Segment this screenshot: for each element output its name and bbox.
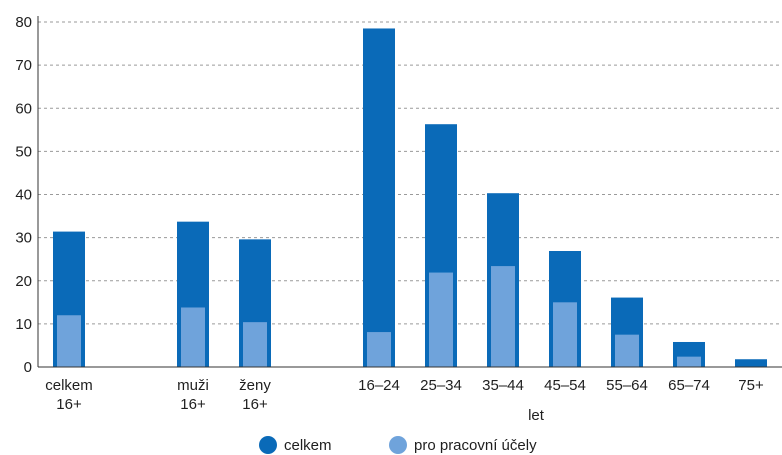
bar-celkem: [363, 28, 395, 367]
bar-pracovni-ucely: [677, 356, 701, 367]
bar-celkem: [735, 359, 767, 367]
bar-pracovni-ucely: [57, 315, 81, 367]
bar-pracovni-ucely: [367, 332, 391, 367]
y-tick-label: 40: [15, 187, 32, 204]
x-axis-ticks: celkem 16+ muži 16+ ženy 16+ 16–24 25–34 35–44 45…: [45, 377, 764, 413]
legend-swatch: [389, 436, 407, 454]
x-tick-label: muži: [177, 377, 209, 394]
y-tick-label: 70: [15, 57, 32, 74]
legend-label: celkem: [284, 437, 332, 454]
x-tick-label: 16+: [180, 396, 206, 413]
x-tick-label: 35–44: [482, 377, 524, 394]
y-tick-label: 80: [15, 14, 32, 31]
y-tick-label: 20: [15, 273, 32, 290]
x-axis-title: let: [528, 407, 545, 424]
x-tick-label: 45–54: [544, 377, 586, 394]
x-tick-label: 16–24: [358, 377, 400, 394]
bar-pracovni-ucely: [615, 334, 639, 367]
x-tick-label: ženy: [239, 377, 271, 394]
x-tick-label: 75+: [738, 377, 764, 394]
x-tick-label: 16+: [56, 396, 82, 413]
x-tick-label: 25–34: [420, 377, 462, 394]
y-tick-label: 10: [15, 316, 32, 333]
legend: celkem pro pracovní účely: [259, 436, 537, 454]
bar-pracovni-ucely: [553, 302, 577, 367]
legend-swatch: [259, 436, 277, 454]
y-tick-label: 0: [24, 359, 32, 376]
x-tick-label: 16+: [242, 396, 268, 413]
bar-pracovni-ucely: [181, 307, 205, 367]
bar-pracovni-ucely: [243, 322, 267, 367]
bars: [53, 28, 767, 367]
legend-label: pro pracovní účely: [414, 437, 537, 454]
gridlines: [38, 21, 782, 325]
bar-pracovni-ucely: [491, 266, 515, 367]
x-tick-label: 65–74: [668, 377, 710, 394]
x-tick-label: celkem: [45, 377, 93, 394]
y-tick-label: 30: [15, 230, 32, 247]
bar-pracovni-ucely: [429, 272, 453, 367]
y-tick-label: 60: [15, 100, 32, 117]
y-axis-ticks: 0 10 20 30 40 50 60 70 80: [15, 14, 32, 376]
x-tick-label: 55–64: [606, 377, 648, 394]
y-tick-label: 50: [15, 143, 32, 160]
